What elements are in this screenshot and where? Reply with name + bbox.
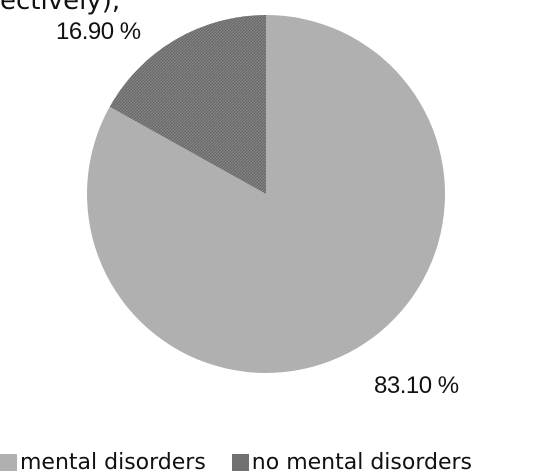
slice-label-no-mental-disorders: 16.90 % [56, 18, 141, 45]
legend: mental disorders no mental disorders [0, 448, 472, 476]
legend-swatch-no-mental-disorders [231, 453, 249, 471]
legend-label-no-mental-disorders: no mental disorders [251, 449, 472, 475]
legend-item-mental-disorders: mental disorders [0, 450, 206, 475]
slice-mental-disorders [87, 15, 446, 373]
legend-label-mental-disorders: mental disorders [20, 449, 206, 475]
slice-no-mental-disorders [109, 15, 266, 194]
legend-swatch-mental-disorders [0, 453, 17, 471]
caption-fragment: ectively); [0, 0, 121, 16]
legend-item-no-mental-disorders: no mental disorders [231, 449, 472, 475]
slice-label-mental-disorders: 83.10 % [374, 372, 459, 399]
